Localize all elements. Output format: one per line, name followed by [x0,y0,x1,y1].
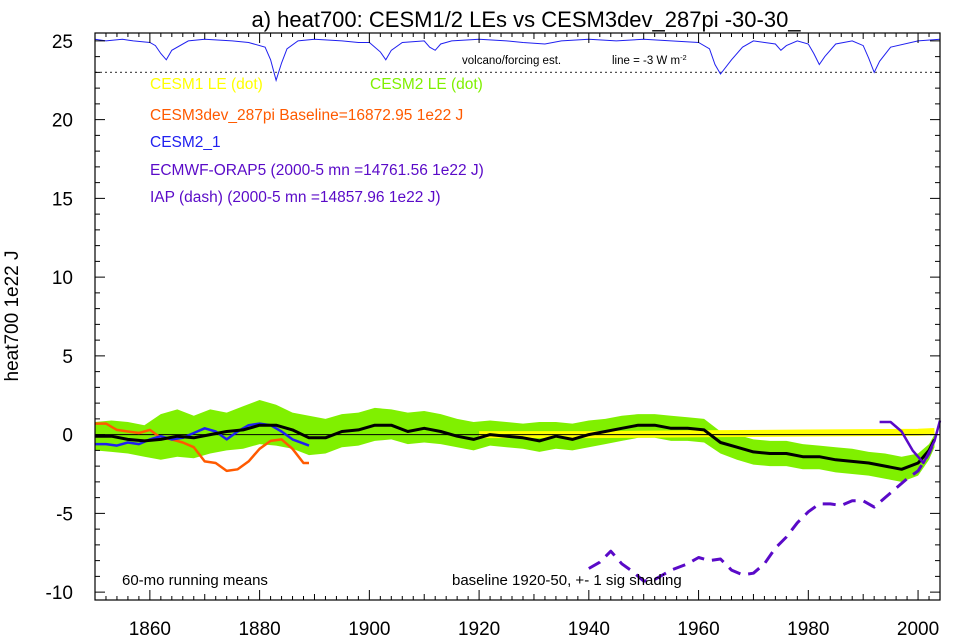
line-note-sup: -2 [680,53,687,62]
x-tick-label: 1980 [787,619,829,640]
series-iap [588,440,936,583]
series-cesm2-mean [95,423,936,471]
y-tick-label: 25 [52,32,73,53]
series-cesm3dev [95,422,309,473]
legend-cesm2: CESM2 LE (dot) [370,76,483,93]
legend-cesm1: CESM1 LE (dot) [150,76,263,93]
legend-cesm2-1: CESM2_1 [150,134,221,151]
legend-cesm3dev: CESM3dev_287pi Baseline=16872.95 1e22 J [150,107,463,124]
x-tick-label: 1940 [568,619,610,640]
series-orap5 [879,420,942,465]
y-axis-label: heat700 1e22 J [2,250,23,381]
chart-title: a) heat700: CESM1/2 LEs vs CESM3dev_287p… [251,7,801,32]
running-means-note: 60-mo running means [122,572,268,589]
volcano-label: volcano/forcing est. [462,55,561,67]
annotations: volcano/forcing est. line = -3 W m-2 60-… [122,53,687,589]
x-tick-label: 1920 [458,619,500,640]
plot-frame [94,32,941,601]
x-tick-label: 1880 [238,619,280,640]
x-tick-label: 2000 [897,619,939,640]
legend: CESM1 LE (dot) CESM2 LE (dot) CESM3dev_2… [150,76,484,206]
x-tick-label: 1960 [677,619,719,640]
line-note: line = -3 W m-2 [612,53,687,67]
legend-orap5: ECMWF-ORAP5 (2000-5 mn =14761.56 1e22 J) [150,162,484,179]
y-tick-label: 10 [52,268,73,289]
y-tick-label: 15 [52,189,73,210]
baseline-note: baseline 1920-50, +- 1 sig shading [452,572,682,589]
y-tick-label: -10 [46,583,73,604]
plot-area: 1860 1880 1900 1920 1940 1960 1980 2000 25 20 15 10… [46,32,942,640]
cesm2-sigma-band [95,400,935,482]
line-note-text: line = -3 W m [612,55,680,67]
x-tick-label: 1900 [348,619,390,640]
y-tick-label: 20 [52,111,73,132]
y-tick-label: 0 [62,426,73,447]
y-tick-label: -5 [56,504,73,525]
x-tick-label: 1860 [129,619,171,640]
y-tick-label: 5 [62,347,73,368]
legend-iap: IAP (dash) (2000-5 mn =14857.96 1e22 J) [150,189,441,206]
